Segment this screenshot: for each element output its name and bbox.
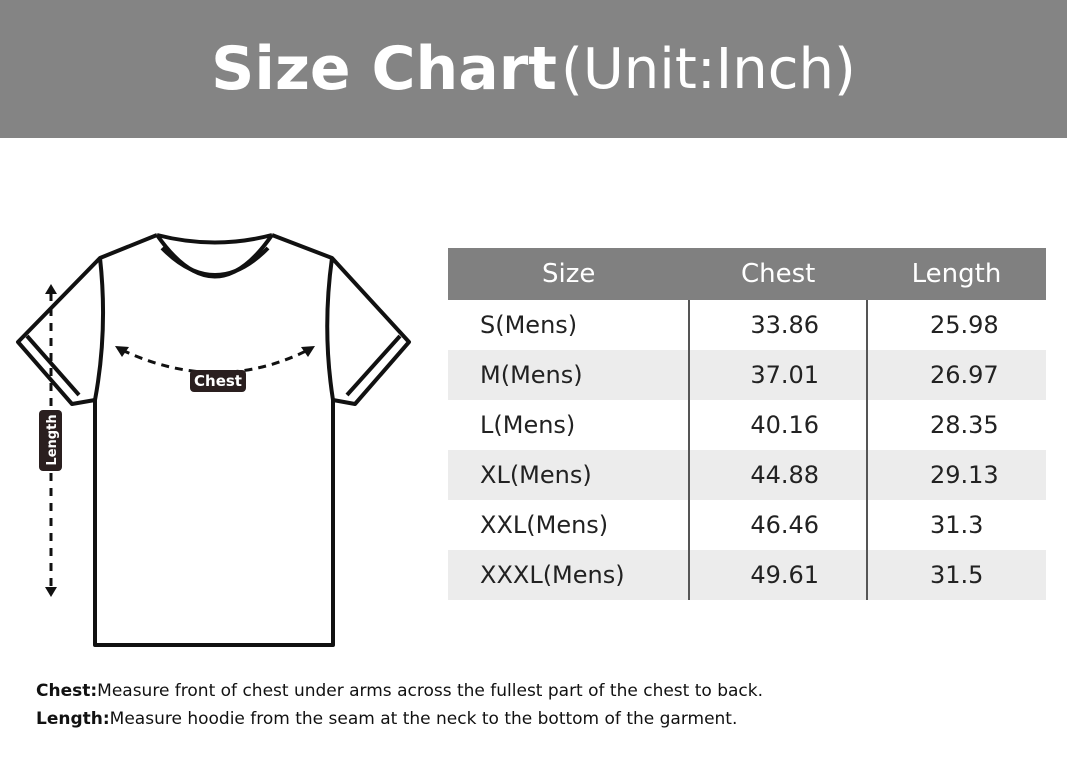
cell-chest: 33.86: [688, 300, 868, 350]
table-row: XXXL(Mens) 49.61 31.5: [448, 550, 1046, 600]
cell-chest: 46.46: [688, 500, 868, 550]
cell-length: 28.35: [929, 411, 999, 439]
tshirt-outline: [16, 233, 411, 647]
chest-arrow-icon: [115, 346, 315, 374]
cell-length: 31.3: [929, 511, 984, 539]
header-chest: Chest: [689, 248, 867, 300]
cell-chest: 44.88: [688, 450, 868, 500]
title-banner: Size Chart (Unit:Inch): [0, 0, 1067, 138]
title-unit: (Unit:Inch): [560, 36, 856, 102]
length-arrow-icon: [45, 284, 57, 597]
cell-length: 29.13: [866, 450, 1046, 500]
length-note-term: Length:: [36, 709, 110, 729]
chest-label-box: [190, 370, 246, 392]
cell-size: M(Mens): [448, 350, 690, 400]
cell-chest: 49.61: [688, 550, 868, 600]
table-row: M(Mens) 37.01 26.97: [448, 350, 1046, 400]
chest-label: Chest: [194, 372, 242, 390]
tshirt-diagram: Chest Length: [16, 233, 411, 647]
chest-note-term: Chest:: [36, 681, 98, 701]
table-row: XL(Mens) 44.88 29.13: [448, 450, 1046, 500]
length-note-text: Measure hoodie from the seam at the neck…: [109, 709, 738, 729]
cell-size: L(Mens): [480, 411, 576, 439]
cell-size: XXL(Mens): [480, 511, 609, 539]
cell-length: 26.97: [866, 350, 1046, 400]
header-length: Length: [866, 248, 1046, 300]
measurement-notes: Chest:Measure front of chest under arms …: [36, 677, 763, 733]
table-row: XXL(Mens) 46.46 31.3: [448, 500, 1046, 550]
cell-length: 25.98: [929, 311, 999, 339]
table-header-row: Size Chest Length: [448, 248, 1046, 300]
length-note: Length:Measure hoodie from the seam at t…: [36, 705, 763, 733]
cell-size: S(Mens): [480, 311, 578, 339]
length-label: Length: [45, 414, 60, 465]
length-label-box: [39, 410, 62, 471]
header-size: Size: [448, 248, 690, 300]
cell-size: XXXL(Mens): [448, 550, 690, 600]
cell-size: XL(Mens): [448, 450, 690, 500]
title-bold: Size Chart: [211, 34, 557, 104]
table-row: L(Mens) 40.16 28.35: [448, 400, 1046, 450]
cell-length: 31.5: [866, 550, 1046, 600]
chest-note-text: Measure front of chest under arms across…: [97, 681, 764, 701]
table-row: S(Mens) 33.86 25.98: [448, 300, 1046, 350]
size-table: Size Chest Length S(Mens) 33.86 25.98 M(Me…: [448, 248, 1046, 600]
cell-chest: 40.16: [688, 400, 868, 450]
cell-chest: 37.01: [688, 350, 868, 400]
chest-note: Chest:Measure front of chest under arms …: [36, 677, 763, 705]
